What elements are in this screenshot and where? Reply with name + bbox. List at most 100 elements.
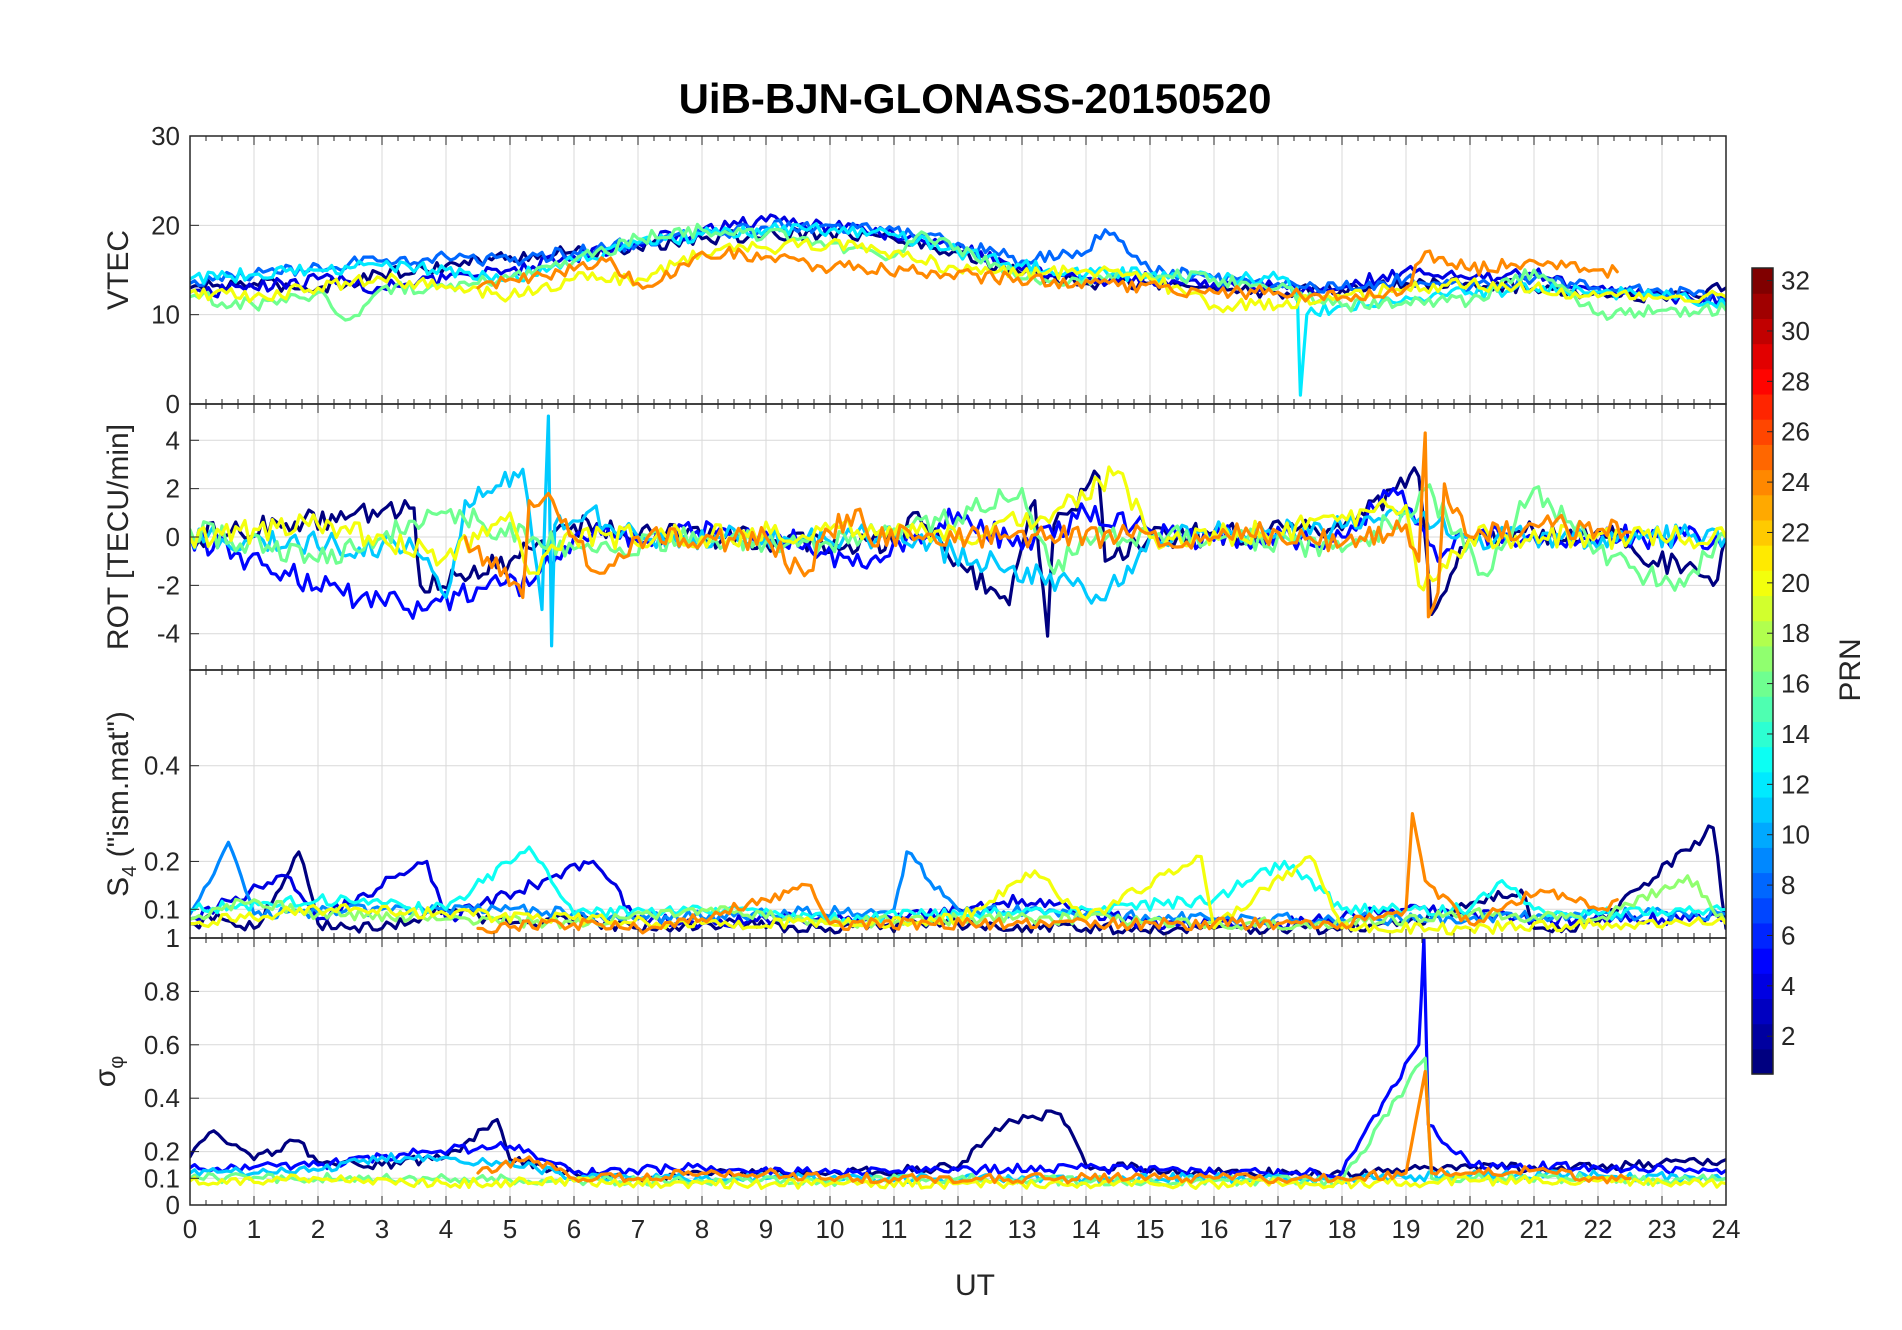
x-tick-label: 14 (1072, 1214, 1101, 1244)
x-tick-label: 22 (1584, 1214, 1613, 1244)
colorbar-tick-label: 16 (1781, 669, 1810, 699)
colorbar-segment (1752, 897, 1773, 924)
colorbar-tick-label: 8 (1781, 870, 1795, 900)
colorbar-tick-label: 26 (1781, 417, 1810, 447)
colorbar-tick-label: 32 (1781, 266, 1810, 296)
y-tick-label: 10 (151, 300, 180, 330)
colorbar-segment (1752, 847, 1773, 874)
colorbar-segment (1752, 1048, 1773, 1075)
colorbar-segment (1752, 318, 1773, 345)
colorbar-tick-label: 18 (1781, 618, 1810, 648)
colorbar-segment (1752, 822, 1773, 848)
x-tick-label: 9 (759, 1214, 773, 1244)
y-tick-label: 4 (166, 425, 180, 455)
y-axis-label-sigma_phi: σφ (89, 1056, 128, 1088)
series-prn-16 (190, 1056, 1726, 1188)
y-tick-label: -2 (157, 570, 180, 600)
y-tick-label: 0.4 (144, 1083, 180, 1113)
x-tick-label: 23 (1648, 1214, 1677, 1244)
x-tick-label: 20 (1456, 1214, 1485, 1244)
colorbar-tick-label: 22 (1781, 517, 1810, 547)
y-tick-label: 0.8 (144, 976, 180, 1006)
x-tick-label: 24 (1712, 1214, 1741, 1244)
y-tick-label: 0.2 (144, 846, 180, 876)
colorbar-segment (1752, 268, 1773, 294)
series-group (190, 414, 1726, 648)
colorbar-segment (1752, 620, 1773, 647)
series-prn-16 (190, 483, 1726, 592)
x-tick-label: 18 (1328, 1214, 1357, 1244)
y-tick-label: 30 (151, 121, 180, 151)
colorbar-tick-label: 12 (1781, 769, 1810, 799)
y-tick-label: 2 (166, 474, 180, 504)
series-group (190, 812, 1726, 936)
colorbar-tick-label: 4 (1781, 971, 1795, 1001)
x-tick-label: 19 (1392, 1214, 1421, 1244)
colorbar-segment (1752, 998, 1773, 1025)
series-group (190, 213, 1726, 397)
y-tick-label: 20 (151, 210, 180, 240)
colorbar-segment (1752, 746, 1773, 773)
series-prn-24 (476, 812, 1619, 935)
series-prn-12 (190, 222, 1726, 397)
colorbar-label: PRN (1834, 638, 1867, 701)
colorbar-segment (1752, 444, 1773, 471)
x-tick-label: 16 (1200, 1214, 1229, 1244)
x-tick-label: 17 (1264, 1214, 1293, 1244)
y-tick-label: 0.1 (144, 1163, 180, 1193)
y-tick-label: 0.2 (144, 1137, 180, 1167)
colorbar-segment (1752, 494, 1773, 521)
colorbar-segment (1752, 545, 1773, 571)
x-tick-label: 4 (439, 1214, 453, 1244)
series-group (190, 938, 1726, 1190)
y-tick-label: 0 (166, 1190, 180, 1220)
panel-sigma_phi: 00.10.2 0.4 0.6 0.8 1 σφ (89, 923, 1727, 1220)
colorbar-segment (1752, 948, 1773, 974)
x-tick-label: 0 (183, 1214, 197, 1244)
colorbar-segment (1752, 645, 1773, 672)
series-prn-8 (190, 218, 1726, 305)
colorbar-segment (1752, 872, 1773, 899)
y-axis-label-rot: ROT [TECU/min] (102, 424, 135, 650)
colorbar-segment (1752, 922, 1773, 949)
colorbar-tick-label: 14 (1781, 719, 1810, 749)
x-tick-label: 5 (503, 1214, 517, 1244)
colorbar-segment (1752, 393, 1773, 420)
colorbar-segment (1752, 419, 1773, 445)
colorbar-segment (1752, 796, 1773, 823)
x-tick-label: 8 (695, 1214, 709, 1244)
x-tick-label: 21 (1520, 1214, 1549, 1244)
x-tick-label: 1 (247, 1214, 261, 1244)
x-axis-label: UT (955, 1269, 995, 1302)
series-prn-13 (190, 845, 1726, 926)
colorbar-tick-label: 2 (1781, 1021, 1795, 1051)
y-axis-label-s4: S4 ("ism.mat") (102, 711, 141, 897)
colorbar-segment (1752, 469, 1773, 496)
panel-rot: -4 -2 0 2 4 ROT [TECU/min] (102, 403, 1727, 671)
colorbar-segment (1752, 696, 1773, 722)
colorbar-segment (1752, 293, 1773, 319)
colorbar-frame (1751, 267, 1774, 1075)
panel-s4: 0.1 0.2 0.4S4 ("ism.mat") (102, 669, 1727, 939)
colorbar-segment (1752, 721, 1773, 748)
colorbar-segment (1752, 1023, 1773, 1050)
colorbar-segment (1752, 368, 1773, 395)
y-tick-label: 0.4 (144, 751, 180, 781)
colorbar-tick-label: 6 (1781, 920, 1795, 950)
x-tick-label: 15 (1136, 1214, 1165, 1244)
x-tick-label: 13 (1008, 1214, 1037, 1244)
x-tick-label: 12 (944, 1214, 973, 1244)
x-tick-label: 7 (631, 1214, 645, 1244)
x-tick-label: 3 (375, 1214, 389, 1244)
x-tick-label: 6 (567, 1214, 581, 1244)
series-prn-20 (190, 237, 1726, 314)
colorbar-segment (1752, 973, 1773, 1000)
colorbar-tick-label: 24 (1781, 467, 1810, 497)
x-tick-label: 2 (311, 1214, 325, 1244)
chart-title: UiB-BJN-GLONASS-20150520 (679, 75, 1272, 122)
series-prn-24 (476, 245, 1619, 303)
y-tick-label: 1 (166, 923, 180, 953)
